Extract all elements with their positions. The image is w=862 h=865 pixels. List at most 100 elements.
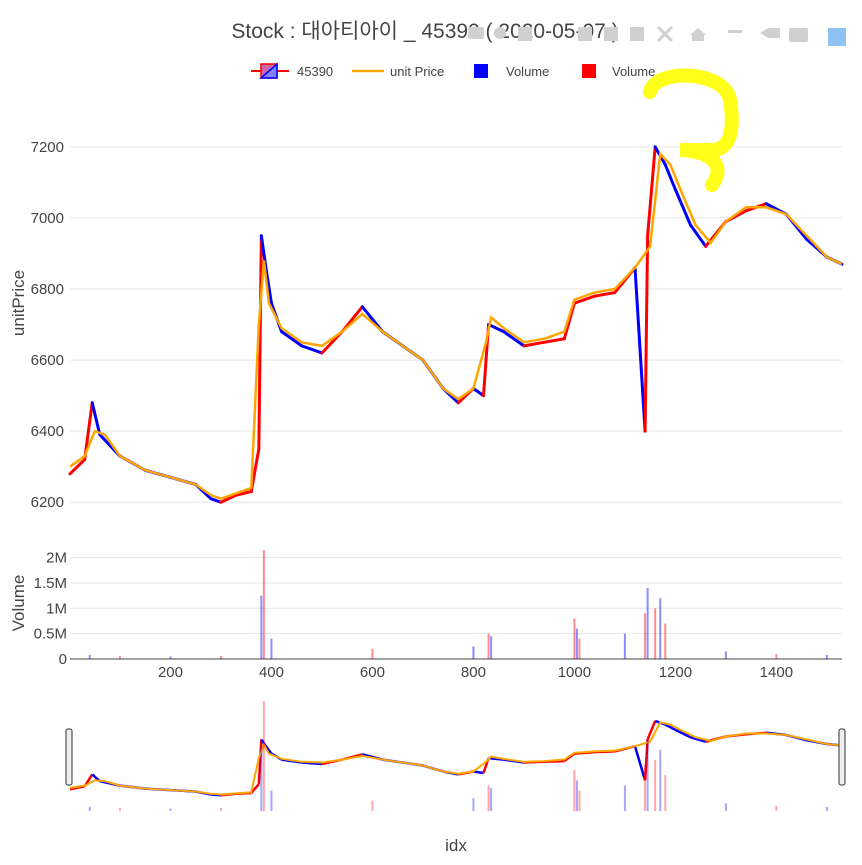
candle-segment[interactable]: [522, 340, 546, 348]
volume-bar[interactable]: [623, 633, 626, 659]
unit-price-line[interactable]: [69, 151, 843, 501]
volume-bar[interactable]: [654, 608, 657, 659]
volume-bar[interactable]: [487, 633, 490, 659]
x-tick-label: 200: [158, 664, 183, 681]
volume-bar[interactable]: [219, 655, 222, 659]
volume-bar[interactable]: [371, 648, 374, 659]
candle-segment[interactable]: [593, 291, 617, 298]
box-select-icon[interactable]: [578, 27, 592, 41]
range-slider-candle-segment: [250, 783, 260, 794]
range-slider-left-handle[interactable]: [65, 728, 73, 786]
legend-item-label[interactable]: Volume: [612, 64, 655, 79]
candle-segment[interactable]: [689, 223, 708, 248]
volume-bar[interactable]: [169, 656, 172, 659]
range-slider-volume-bar: [646, 739, 649, 811]
highlight-annotation: [643, 68, 739, 192]
candlestick-series[interactable]: [68, 145, 844, 504]
x-tick-label: 400: [259, 664, 284, 681]
range-slider[interactable]: [65, 701, 846, 812]
hover-compare-icon[interactable]: [789, 28, 808, 42]
price-y-tick-label: 6600: [31, 352, 64, 369]
volume-bar[interactable]: [88, 654, 91, 659]
candle-segment[interactable]: [487, 323, 506, 334]
legend[interactable]: 45390 unit Price Volume Volume: [251, 62, 655, 79]
candle-segment[interactable]: [572, 294, 597, 305]
candle-segment[interactable]: [219, 493, 238, 504]
unit-price-series[interactable]: [69, 151, 843, 501]
volume-bar[interactable]: [472, 646, 475, 659]
candle-segment[interactable]: [663, 163, 677, 192]
volume-bar[interactable]: [825, 654, 828, 659]
zoom-in-icon[interactable]: [630, 27, 644, 41]
yellow-marker-scribble: [643, 68, 739, 192]
camera-icon[interactable]: [468, 27, 484, 39]
range-slider-volume-bar: [88, 806, 91, 811]
lasso-select-icon[interactable]: [604, 27, 618, 41]
range-slider-candle-segment: [674, 728, 692, 739]
price-y-tick-label: 6800: [31, 281, 64, 298]
zoom-icon[interactable]: [494, 27, 506, 39]
range-slider-volume-bar: [644, 764, 647, 811]
range-slider-volume-bar: [262, 701, 265, 811]
volume-bar[interactable]: [262, 550, 265, 659]
range-slider-right-handle[interactable]: [838, 728, 846, 786]
volume-bar[interactable]: [270, 638, 273, 659]
x-tick-label: 800: [461, 664, 486, 681]
candle-segment[interactable]: [673, 188, 693, 227]
range-slider-volume-bar: [659, 749, 662, 811]
hover-closest-icon[interactable]: [760, 28, 780, 38]
volume-bars[interactable]: [88, 550, 828, 659]
candle-segment[interactable]: [542, 337, 566, 344]
candle-segment[interactable]: [257, 234, 263, 451]
range-slider-volume-bar: [578, 790, 581, 811]
candle-segment[interactable]: [643, 234, 650, 433]
candle-segment[interactable]: [633, 266, 647, 433]
candle-segment[interactable]: [646, 145, 657, 238]
volume-y-tick-label: 1M: [46, 600, 67, 617]
plotly-logo-icon[interactable]: [828, 28, 846, 46]
pan-icon[interactable]: [518, 27, 532, 41]
range-slider-volume-bar: [623, 785, 626, 811]
legend-item-label[interactable]: 45390: [297, 64, 333, 79]
autoscale-icon[interactable]: [656, 25, 674, 43]
range-slider-volume-bar: [487, 785, 490, 811]
range-slider-volume-bar: [825, 806, 828, 811]
candle-segment[interactable]: [209, 497, 223, 504]
range-slider-volume-bar: [219, 807, 222, 811]
volume-bar[interactable]: [775, 653, 778, 659]
volume-bar[interactable]: [490, 636, 493, 659]
range-slider-candle-segment: [643, 739, 649, 781]
candle-segment[interactable]: [300, 344, 324, 355]
volume-bar[interactable]: [724, 651, 727, 659]
range-slider-price-line: [69, 721, 843, 796]
price-y-tick-label: 6200: [31, 494, 64, 511]
modebar[interactable]: [468, 25, 846, 46]
candle-segment[interactable]: [234, 490, 253, 497]
candle-segment[interactable]: [502, 330, 526, 348]
legend-item-label[interactable]: unit Price: [390, 64, 444, 79]
range-slider-volume-bar: [472, 798, 475, 811]
legend-volume-down-swatch: [474, 64, 488, 78]
volume-bar[interactable]: [659, 598, 662, 659]
candle-segment[interactable]: [280, 330, 304, 348]
range-slider-volume-bar: [169, 808, 172, 811]
legend-item-label[interactable]: Volume: [506, 64, 549, 79]
volume-bar[interactable]: [644, 613, 647, 659]
candle-segment[interactable]: [90, 401, 102, 437]
volume-bar[interactable]: [260, 595, 263, 659]
home-icon[interactable]: [690, 28, 706, 41]
spike-lines-icon[interactable]: [728, 30, 742, 33]
candle-segment[interactable]: [471, 387, 486, 398]
candle-segment[interactable]: [68, 458, 87, 476]
price-gridlines: [70, 146, 842, 503]
volume-bar[interactable]: [573, 618, 576, 659]
volume-y-tick-label: 2M: [46, 550, 67, 567]
volume-bar[interactable]: [646, 588, 649, 659]
volume-bar[interactable]: [664, 623, 667, 659]
volume-bar[interactable]: [578, 638, 581, 659]
volume-bar[interactable]: [118, 655, 121, 659]
range-slider-volume-bar: [775, 805, 778, 811]
x-tick-label: 600: [360, 664, 385, 681]
candle-segment[interactable]: [264, 269, 273, 305]
volume-bar[interactable]: [575, 628, 578, 659]
